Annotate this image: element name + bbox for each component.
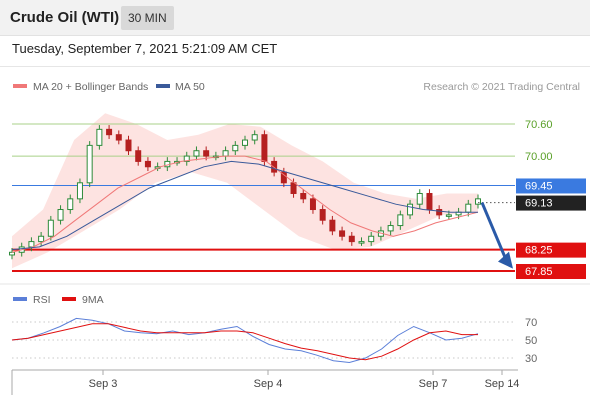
forecast-arrow-shaft [480,201,508,261]
level-label-68.25: 68.25 [525,245,553,257]
level-label-70.00: 70.00 [525,151,553,163]
rsi-tick-30: 30 [525,353,537,365]
candle-body [47,219,54,237]
candle-body [280,171,287,184]
candle-body [96,128,103,146]
credit-label: Research © 2021 Trading Central [423,81,580,93]
ma50-legend-swatch [156,84,170,88]
candle-body [76,182,83,200]
candle-body [251,134,258,141]
candle-body [436,209,443,216]
interval-button[interactable]: 30 MIN [121,6,174,30]
rsi-tick-70: 70 [525,317,537,329]
divider [0,66,590,67]
level-label-69.45: 69.45 [525,180,553,192]
forecast-arrow-head [498,251,513,269]
ma50-legend-label: MA 50 [175,81,205,93]
candle-body [135,150,142,162]
last-price-label: 69.13 [525,198,553,210]
instrument-title: Crude Oil (WTI) [10,9,120,26]
candle-body [397,214,404,227]
candle-body [193,150,200,157]
candle-body [67,198,74,211]
candle-body [426,192,433,211]
level-label-67.85: 67.85 [525,266,553,278]
level-tag-68.25 [516,242,586,258]
candle-body [106,128,113,136]
ma50-line [11,160,478,251]
candle-body [261,134,268,162]
candle-body [348,235,355,243]
candle-body [387,225,394,232]
candle-body [300,192,307,200]
rsi-ma-legend-label: 9MA [82,294,104,306]
candle-body [358,241,365,244]
candle-body [271,160,278,173]
candle-body [86,144,93,184]
candle-body [125,139,132,152]
ma20-line [11,155,479,253]
candle-body [329,219,336,232]
x-tick-label: Sep 4 [254,378,283,390]
candle-body [242,139,248,146]
candle-body [144,160,151,168]
candle-body [445,214,452,217]
candle-body [203,150,210,157]
candle-body [232,144,239,152]
candle-body [368,235,375,243]
rsi-tick-50: 50 [525,335,537,347]
header-bar: Crude Oil (WTI) 30 MIN [0,0,590,36]
x-tick-label: Sep 7 [419,378,448,390]
rsi-legend-swatch [13,297,27,301]
candle-body [475,198,481,205]
candle-body [57,209,64,221]
rsi-legend-label: RSI [33,294,51,306]
candle-body [9,251,15,256]
candle-body [28,241,35,248]
level-tag-67.85 [516,264,586,279]
candle-body [309,198,316,211]
candle-body [465,203,472,213]
last-price-tag [516,195,586,211]
candle-body [222,150,229,157]
candle-body [416,192,423,205]
candle-body [407,203,414,216]
level-tag-69.45 [516,178,586,194]
x-tick-label: Sep 14 [485,378,520,390]
candle-body [38,235,45,243]
level-label-70.60: 70.60 [525,119,553,131]
candle-body [183,155,190,162]
x-tick-label: Sep 3 [89,378,118,390]
candle-body [339,230,346,237]
ma20-legend-swatch [13,84,27,88]
ma20-legend-label: MA 20 + Bollinger Bands [33,81,148,93]
rsi-ma-line [11,323,478,361]
candle-body [290,182,297,194]
timestamp: Tuesday, September 7, 2021 5:21:09 AM CE… [12,41,278,56]
rsi-ma-legend-swatch [62,297,76,301]
candle-body [319,209,326,221]
candle-body [115,134,122,141]
